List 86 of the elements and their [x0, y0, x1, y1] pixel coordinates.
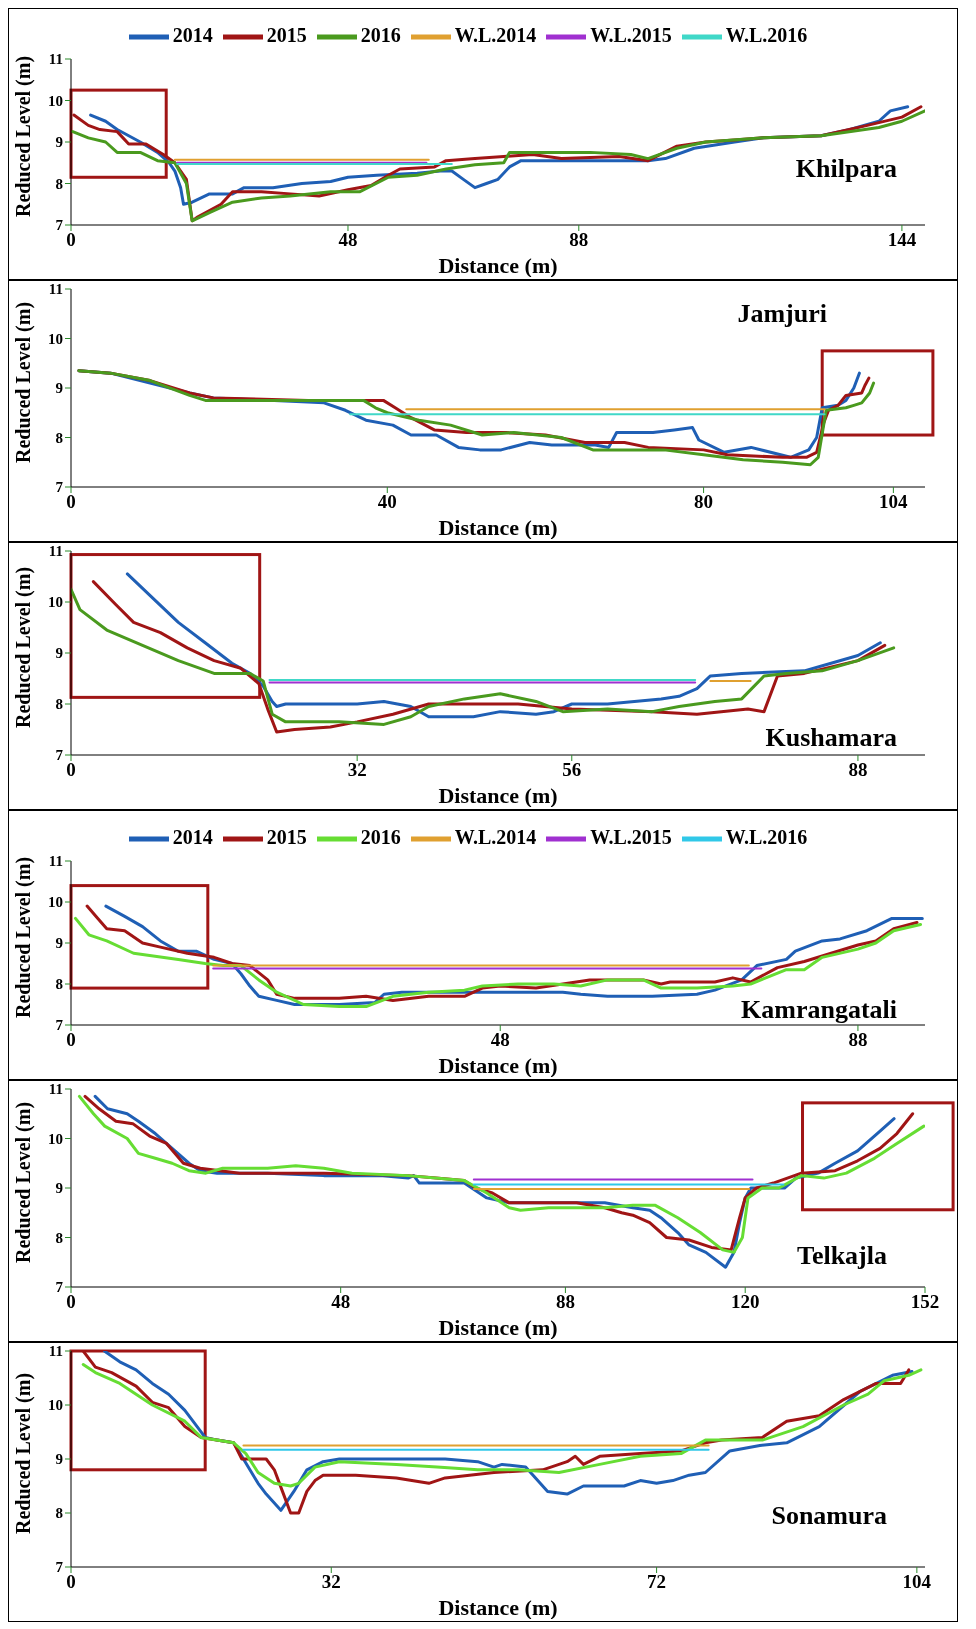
y-tick-label: 9 — [55, 935, 63, 952]
y-tick-label: 7 — [55, 1279, 64, 1296]
y-tick-label: 10 — [48, 1397, 63, 1414]
legend-label: 2015 — [266, 23, 307, 46]
legend-label: W.L.2016 — [725, 825, 808, 848]
x-tick-label: 144 — [887, 229, 917, 251]
x-axis-title: Distance (m) — [438, 515, 558, 540]
x-tick-label: 88 — [848, 1029, 868, 1051]
y-tick-label: 7 — [55, 217, 64, 234]
text: Kamrangatali — [741, 995, 897, 1025]
y-tick-label: 7 — [55, 1017, 64, 1034]
legend-label: W.L.2015 — [590, 825, 672, 848]
y-tick-label: 11 — [48, 543, 63, 560]
y-tick-label: 10 — [48, 1130, 63, 1147]
x-axis-title: Distance (m) — [438, 783, 558, 808]
y-axis-title: Reduced Level (m) — [12, 1101, 36, 1263]
x-tick-label: 48 — [331, 1291, 351, 1313]
x-tick-label: 0 — [66, 491, 76, 513]
x-tick-label: 88 — [848, 759, 868, 781]
x-tick-label: 48 — [490, 1029, 510, 1051]
y-tick-label: 9 — [55, 1451, 63, 1468]
legend-label: 2016 — [360, 23, 401, 46]
y-tick-label: 8 — [55, 1505, 63, 1522]
legend-label: 2014 — [172, 23, 213, 46]
x-tick-label: 120 — [730, 1291, 760, 1313]
y-tick-label: 11 — [48, 281, 63, 298]
y-tick-label: 9 — [55, 645, 63, 662]
x-tick-label: 0 — [66, 759, 76, 781]
text: Telkajla — [796, 1241, 887, 1271]
y-tick-label: 11 — [48, 853, 63, 870]
x-axis-title: Distance (m) — [438, 1595, 558, 1620]
y-tick-label: 8 — [55, 1229, 63, 1246]
y-tick-label: 11 — [48, 1081, 63, 1098]
legend-label: W.L.2014 — [454, 825, 537, 848]
y-tick-label: 7 — [55, 747, 64, 764]
y-tick-label: 9 — [55, 380, 63, 397]
y-tick-label: 11 — [48, 51, 63, 68]
legend-label: W.L.2015 — [590, 23, 672, 46]
y-tick-label: 11 — [48, 1343, 63, 1360]
y-axis-title: Reduced Level (m) — [12, 566, 36, 728]
x-tick-label: 104 — [902, 1571, 932, 1593]
y-tick-label: 8 — [55, 696, 63, 713]
text: Khilpara — [795, 154, 897, 184]
y-tick-label: 8 — [55, 976, 63, 993]
y-tick-label: 8 — [55, 175, 63, 192]
x-axis-title: Distance (m) — [438, 1315, 558, 1340]
legend-label: W.L.2014 — [454, 23, 537, 46]
x-axis-title: Distance (m) — [438, 253, 558, 278]
y-axis-title: Reduced Level (m) — [12, 1372, 36, 1534]
y-tick-label: 8 — [55, 429, 63, 446]
x-tick-label: 56 — [562, 759, 582, 781]
x-tick-label: 88 — [569, 229, 589, 251]
legend-label: W.L.2016 — [725, 23, 808, 46]
x-tick-label: 80 — [694, 491, 714, 513]
y-tick-label: 9 — [55, 1180, 63, 1197]
y-tick-label: 10 — [48, 330, 63, 347]
x-tick-label: 152 — [910, 1291, 940, 1313]
y-tick-label: 7 — [55, 479, 64, 496]
x-tick-label: 104 — [879, 491, 909, 513]
y-axis-title: Reduced Level (m) — [12, 301, 36, 463]
y-axis-title: Reduced Level (m) — [12, 856, 36, 1018]
x-tick-label: 32 — [347, 759, 367, 781]
text: Sonamura — [771, 1501, 887, 1531]
y-tick-label: 10 — [48, 594, 63, 611]
y-tick-label: 10 — [48, 92, 63, 109]
legend-label: 2014 — [172, 825, 213, 848]
y-tick-label: 9 — [55, 134, 63, 151]
x-tick-label: 0 — [66, 229, 76, 251]
y-axis-title: Reduced Level (m) — [12, 55, 36, 217]
legend-label: 2015 — [266, 825, 307, 848]
legend-label: 2016 — [360, 825, 401, 848]
y-tick-label: 10 — [48, 894, 63, 911]
x-tick-label: 40 — [377, 491, 397, 513]
chart-title: Jamjuri — [737, 299, 827, 329]
text: Kushamara — [765, 723, 897, 753]
line-series — [81, 1363, 923, 1488]
x-tick-label: 72 — [647, 1571, 667, 1593]
x-tick-label: 88 — [555, 1291, 575, 1313]
line-series — [125, 572, 882, 719]
x-axis-title: Distance (m) — [438, 1053, 558, 1078]
x-tick-label: 0 — [66, 1571, 76, 1593]
y-tick-label: 7 — [55, 1559, 64, 1576]
x-tick-label: 0 — [66, 1029, 76, 1051]
x-tick-label: 48 — [338, 229, 358, 251]
x-tick-label: 0 — [66, 1291, 76, 1313]
x-tick-label: 32 — [321, 1571, 341, 1593]
